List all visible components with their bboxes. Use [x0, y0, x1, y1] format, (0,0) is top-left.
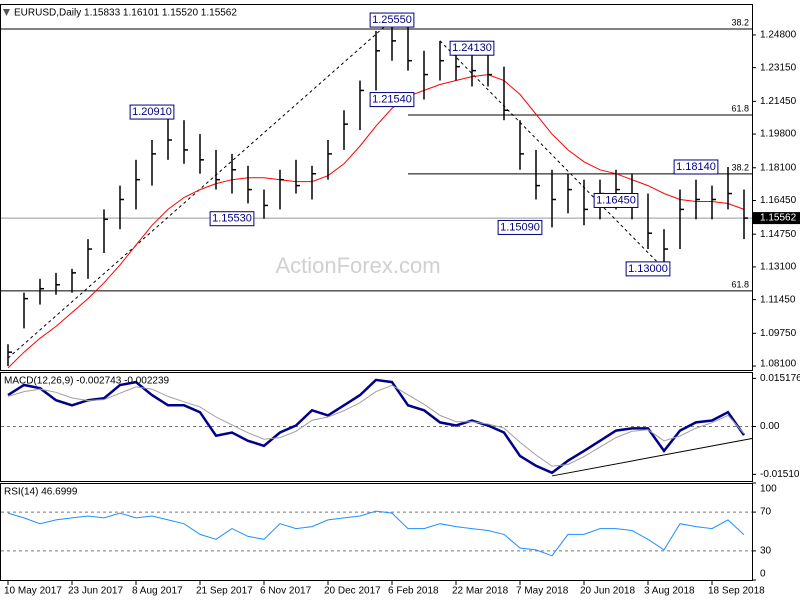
annotation-box [369, 92, 415, 108]
series-line [7, 384, 745, 467]
annotation-box [369, 12, 415, 28]
level-label: 61.8 [731, 103, 749, 113]
x-tick-label: 7 May 2018 [516, 586, 569, 597]
series-line [7, 510, 745, 557]
x-tick-label: 6 Feb 2018 [388, 586, 439, 597]
price-annotation: 1.25550 [372, 14, 412, 26]
y-tick-label: 1.11450 [760, 294, 796, 305]
price-annotation: 1.15090 [500, 221, 540, 233]
annotation-box [497, 219, 543, 235]
y-tick-label: 100 [760, 484, 777, 495]
y-tick-label: 1.09750 [760, 328, 797, 339]
price-annotation: 1.18140 [676, 161, 716, 173]
panel-frame [0, 483, 753, 581]
y-tick-label: 1.19800 [760, 129, 797, 140]
annotation-box [593, 192, 639, 208]
y-tick-label: 1.08100 [760, 359, 797, 370]
price-annotation: 1.16450 [596, 194, 636, 206]
x-tick-label: 20 Dec 2017 [324, 586, 381, 597]
annotation-box [625, 261, 671, 277]
y-tick-label: 1.24800 [760, 30, 797, 41]
level-label: 38.2 [731, 162, 749, 172]
x-tick-label: 3 Aug 2018 [644, 586, 695, 597]
series-line [7, 378, 746, 475]
panel-title: RSI(14) 46.6999 [4, 487, 78, 498]
x-tick-label: 23 Jun 2017 [68, 586, 123, 597]
last-price-box [753, 212, 800, 225]
x-tick-label: 8 Aug 2017 [132, 586, 183, 597]
x-tick-label: 6 Nov 2017 [260, 586, 312, 597]
panel-title: EURUSD,Daily 1.15833 1.16101 1.15520 1.1… [14, 8, 237, 19]
price-annotation: 1.24130 [452, 42, 492, 54]
y-tick-label: 30 [760, 546, 772, 557]
y-tick-label: 1.13100 [760, 262, 797, 273]
trendline [551, 438, 753, 477]
y-tick-label: 0.00 [760, 421, 780, 432]
y-tick-label: 0 [760, 569, 766, 580]
x-tick-label: 20 Jun 2018 [580, 586, 635, 597]
price-annotation: 1.15530 [212, 213, 252, 225]
annotation-box [209, 211, 255, 227]
panel-frame [0, 4, 753, 371]
panel-title: MACD(12,26,9) -0.002743 -0.002239 [4, 376, 170, 387]
trendline [7, 19, 393, 359]
level-label: 61.8 [731, 279, 749, 289]
price-annotation: 1.20910 [132, 106, 172, 118]
y-tick-label: 1.23150 [760, 62, 797, 73]
price-annotation: 1.13000 [628, 263, 668, 275]
annotation-box [449, 40, 495, 56]
last-price-label: 1.15562 [760, 213, 797, 224]
y-tick-label: 1.21450 [760, 96, 797, 107]
series-line [7, 74, 745, 369]
x-tick-label: 10 May 2017 [4, 586, 62, 597]
y-tick-label: 0.015176 [760, 373, 800, 384]
price-annotation: 1.21540 [372, 93, 412, 105]
x-tick-label: 21 Sep 2017 [196, 586, 253, 597]
annotation-box [673, 159, 719, 175]
y-tick-label: -0.015105 [760, 469, 800, 480]
y-tick-label: 1.18100 [760, 162, 797, 173]
watermark: ActionForex.com [275, 253, 440, 278]
x-tick-label: 18 Sep 2018 [708, 586, 765, 597]
symbol-icon [3, 9, 10, 16]
level-label: 38.2 [731, 17, 749, 27]
x-tick-label: 22 Mar 2018 [452, 586, 509, 597]
y-tick-label: 1.16450 [760, 195, 797, 206]
y-tick-label: 1.14750 [760, 229, 797, 240]
annotation-box [129, 104, 175, 120]
y-tick-label: 70 [760, 507, 772, 518]
trendline [439, 40, 665, 270]
